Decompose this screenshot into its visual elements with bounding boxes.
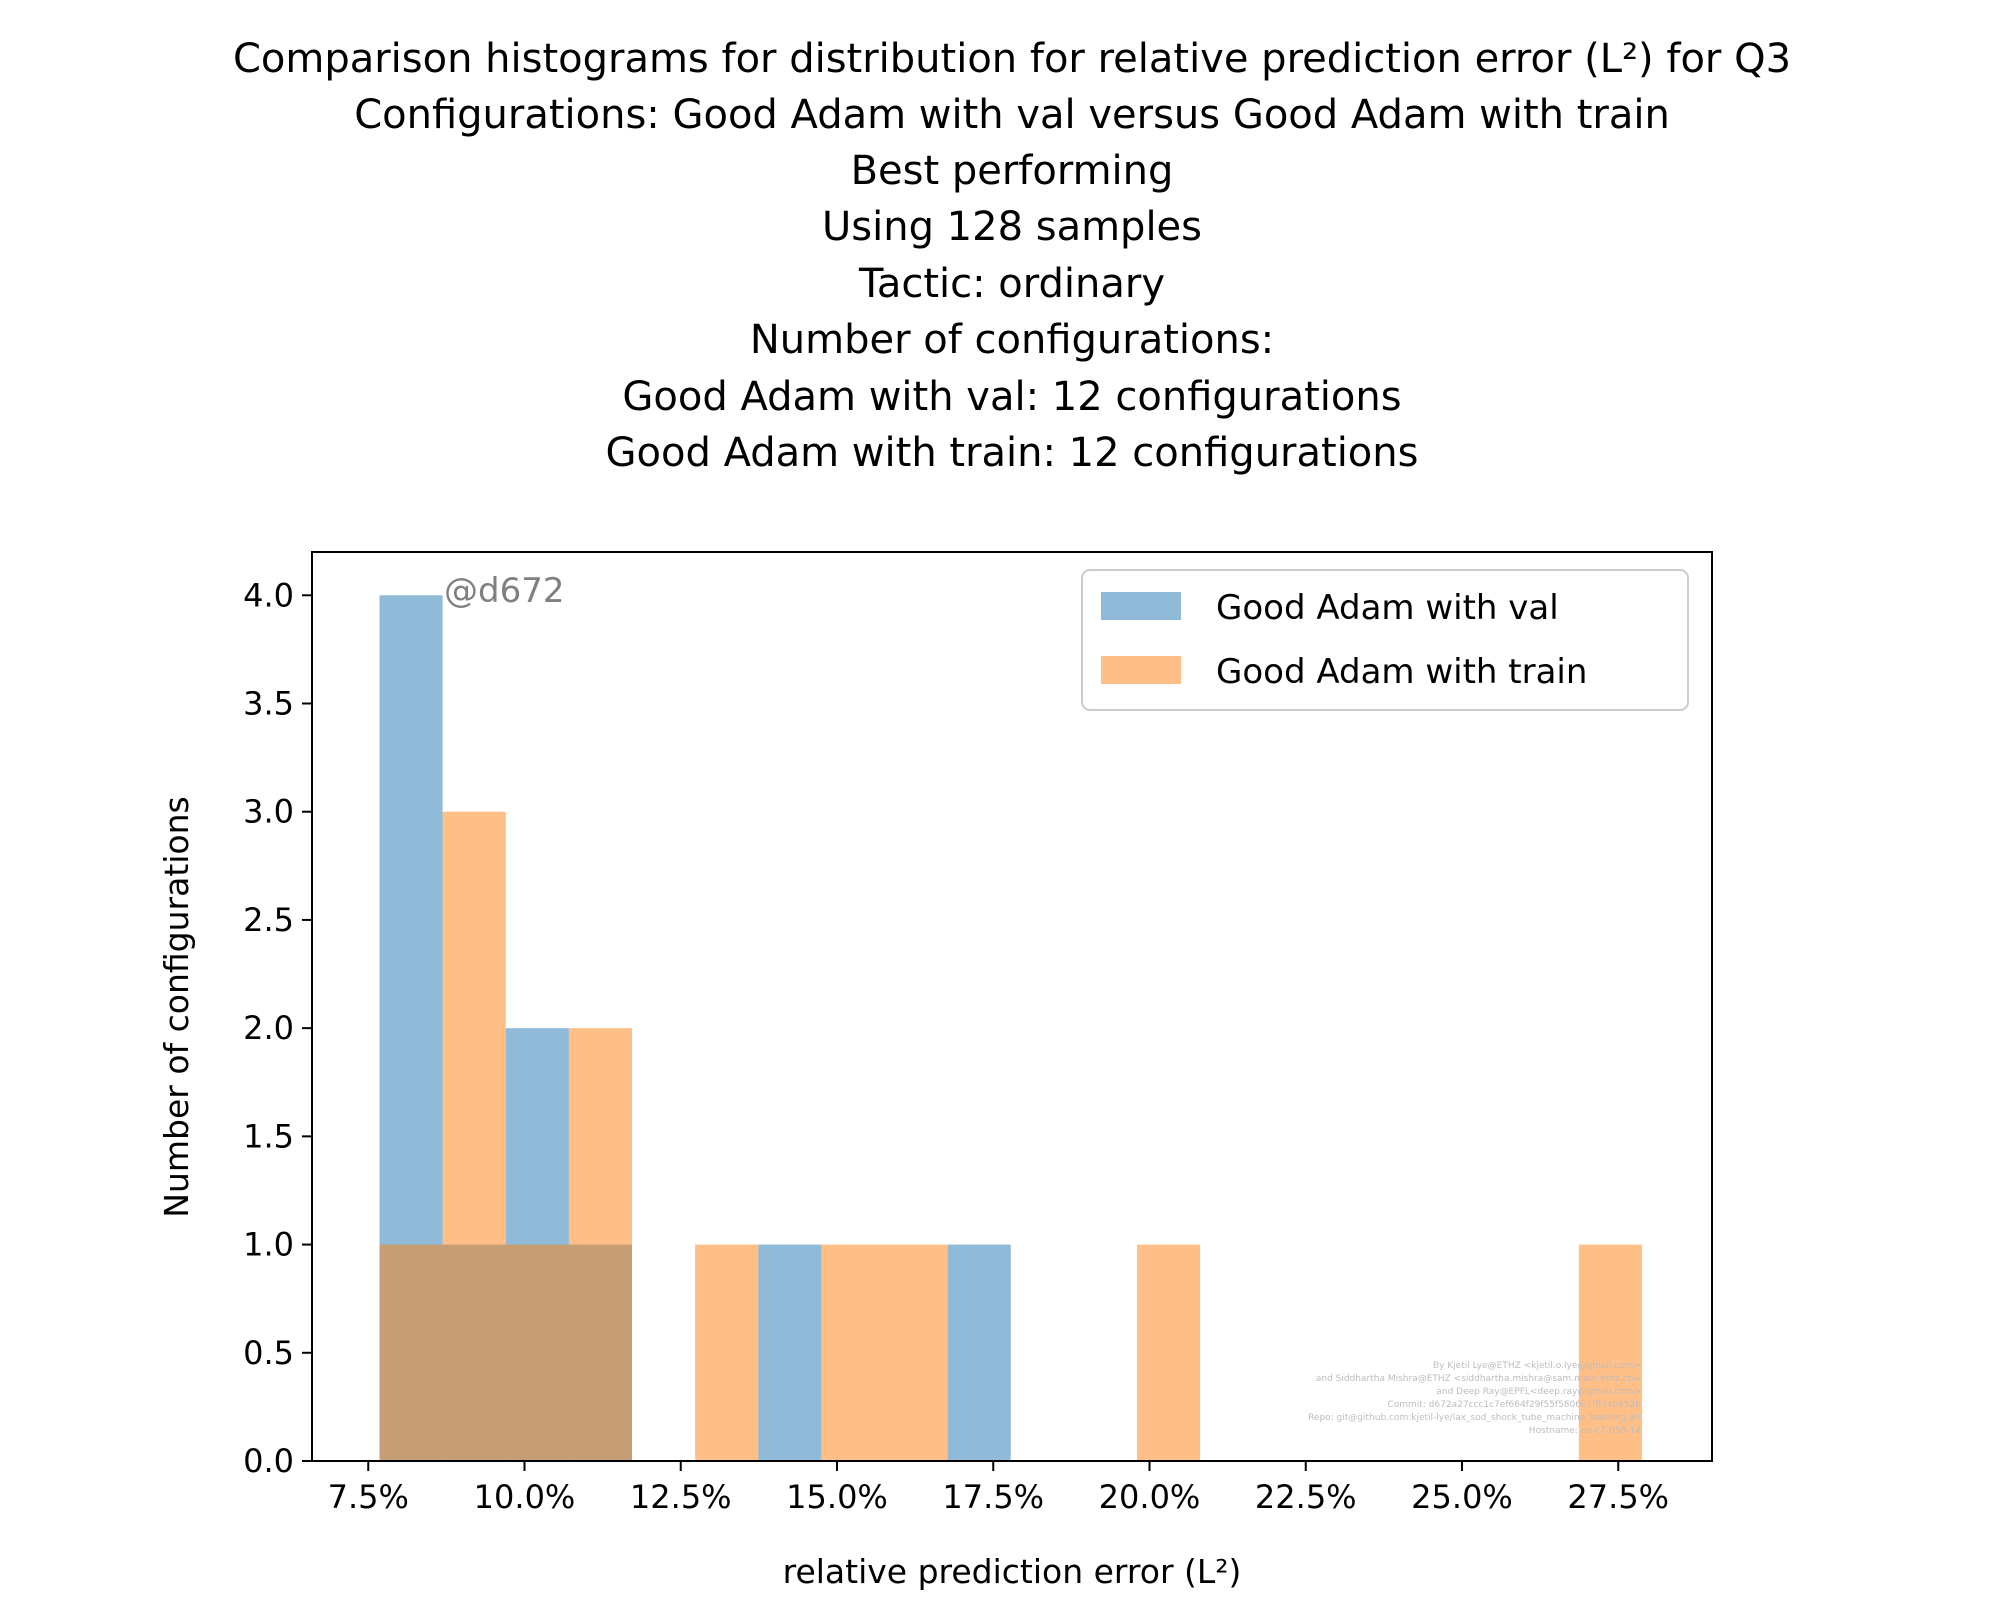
legend: Good Adam with val Good Adam with train: [1081, 569, 1689, 711]
credit-line: and Siddhartha Mishra@ETHZ <siddhartha.m…: [1316, 1374, 1641, 1384]
y-tick-label: 3.0: [243, 793, 294, 831]
bar-train-bin-19: [1578, 1244, 1642, 1461]
title-line: Good Adam with val: 12 configurations: [622, 374, 1401, 420]
legend-swatch-val: [1101, 592, 1181, 620]
title-line: Best performing: [851, 148, 1174, 194]
x-tick-label: 7.5%: [328, 1478, 409, 1516]
credit-line: Hostname: eu-c7-056-14: [1529, 1426, 1641, 1436]
credit-line: Commit: d672a27ccc1c7ef664f29f55f5806e1f…: [1387, 1400, 1641, 1410]
x-axis-label: relative prediction error (L²): [783, 1552, 1242, 1591]
bar-train-bin-2: [505, 1244, 569, 1461]
bar-train-bin-1: [442, 811, 506, 1461]
plot-frame: [311, 551, 1713, 1462]
legend-frame: [1081, 569, 1689, 711]
x-tick-label: 25.0%: [1411, 1478, 1513, 1516]
bar-train-bin-3: [568, 1028, 632, 1461]
chart-title: Comparison histograms for distribution f…: [233, 36, 1791, 476]
y-tick-label: 0.5: [243, 1334, 294, 1372]
bar-train-bin-0: [379, 1244, 443, 1461]
y-tick-label: 2.0: [243, 1009, 294, 1047]
x-tick-label: 12.5%: [630, 1478, 732, 1516]
x-tick-label: 20.0%: [1099, 1478, 1201, 1516]
x-tick-label: 15.0%: [786, 1478, 888, 1516]
bar-val-bin-6: [758, 1244, 822, 1461]
legend-label-train: Good Adam with train: [1216, 652, 1587, 692]
y-tick-label: 1.5: [243, 1117, 294, 1155]
title-line: Tactic: ordinary: [858, 261, 1165, 307]
x-tick-label: 10.0%: [474, 1478, 576, 1516]
y-axis-label: Number of configurations: [157, 796, 196, 1217]
x-tick-label: 27.5%: [1567, 1478, 1669, 1516]
bars-layer: [379, 595, 1642, 1461]
legend-label-val: Good Adam with val: [1216, 588, 1559, 628]
y-tick-label: 2.5: [243, 901, 294, 939]
title-line: Configurations: Good Adam with val versu…: [354, 92, 1670, 138]
y-tick-label: 4.0: [243, 576, 294, 614]
credit-line: and Deep Ray@EPFL<deep.ray@gmail.com>: [1436, 1387, 1641, 1397]
title-line: Number of configurations:: [750, 317, 1274, 363]
bar-train-bin-5: [695, 1244, 759, 1461]
bar-train-bin-8: [884, 1244, 948, 1461]
y-tick-label: 1.0: [243, 1226, 294, 1264]
title-line: Comparison histograms for distribution f…: [233, 36, 1791, 82]
credit-line: Repo: git@github.com:kjetil-lye/lax_sod_…: [1308, 1413, 1641, 1423]
x-tick-label: 17.5%: [942, 1478, 1044, 1516]
y-tick-label: 0.0: [243, 1442, 294, 1480]
bar-train-bin-7: [821, 1244, 885, 1461]
title-line: Good Adam with train: 12 configurations: [606, 430, 1419, 476]
title-line: Using 128 samples: [822, 204, 1202, 250]
x-tick-label: 22.5%: [1255, 1478, 1357, 1516]
ticks-layer: 7.5% 10.0% 12.5% 15.0% 17.5% 20.0% 22.5% 25.0% 2…: [243, 576, 1669, 1516]
credit-line: By Kjetil Lye@ETHZ <kjetil.o.lye@gmail.c…: [1433, 1361, 1641, 1371]
bar-val-bin-9: [947, 1244, 1011, 1461]
bar-train-bin-12: [1137, 1244, 1201, 1461]
y-tick-label: 3.5: [243, 685, 294, 723]
legend-swatch-train: [1101, 656, 1181, 684]
commit-label: @d672: [444, 571, 564, 611]
credits-block: By Kjetil Lye@ETHZ <kjetil.o.lye@gmail.c…: [1308, 1361, 1641, 1436]
